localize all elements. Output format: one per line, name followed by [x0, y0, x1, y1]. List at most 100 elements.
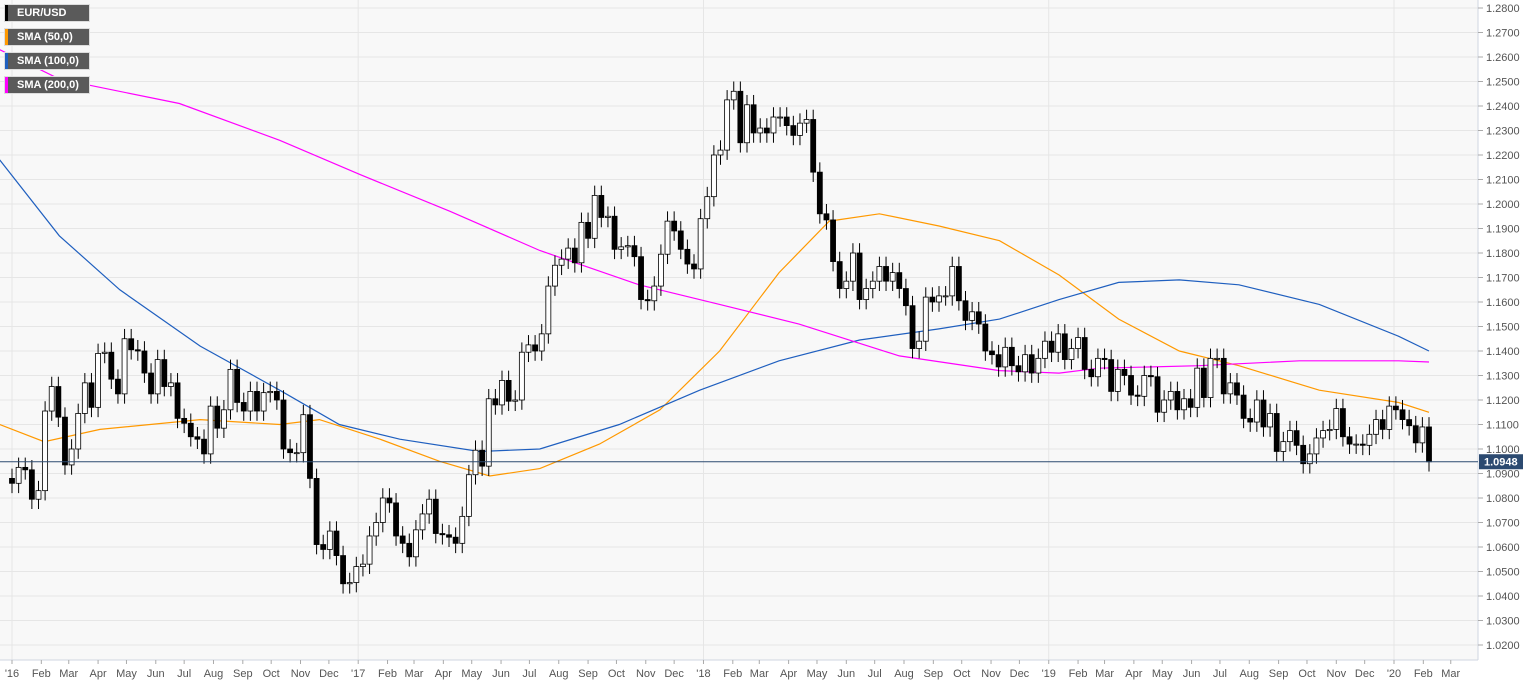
candle-body-up: [697, 218, 704, 270]
candle-body-up: [35, 490, 42, 500]
candle: [1081, 327, 1088, 380]
candle: [1187, 388, 1194, 418]
candle: [1015, 355, 1022, 382]
x-tick-label: Dec: [664, 668, 684, 680]
x-tick-label: Mar: [750, 668, 769, 680]
x-tick-label: May: [1152, 668, 1173, 680]
legend-item-sma100[interactable]: SMA (100,0): [4, 52, 90, 70]
x-tick-label: Jun: [147, 668, 165, 680]
candle: [797, 113, 803, 146]
x-tick-label: '18: [696, 668, 710, 680]
candle-body-up: [68, 448, 75, 466]
candle-body-up: [1326, 428, 1333, 432]
candle-body-down: [108, 351, 115, 380]
candle: [1035, 348, 1042, 383]
x-tick-label: Nov: [1327, 668, 1347, 680]
candle-body-up: [81, 382, 88, 414]
candle: [115, 369, 121, 404]
x-tick-label: Oct: [1298, 668, 1315, 680]
candle: [134, 339, 141, 361]
candle: [326, 521, 333, 560]
x-axis: '16 Feb Mar Apr May Jun Jul Aug Sep Oct Nov Dec '17 F…: [5, 660, 1461, 680]
candle: [1022, 344, 1028, 382]
candle-body-up: [565, 247, 572, 260]
candle-body-down: [1028, 354, 1035, 374]
candle-body-up: [936, 295, 942, 303]
candle-body-down: [638, 256, 644, 300]
x-tick-label: Aug: [1239, 668, 1259, 680]
candle: [485, 388, 492, 476]
candle-body-up: [863, 288, 870, 300]
candle-body-down: [962, 300, 969, 321]
candle-body-down: [810, 119, 817, 173]
candle-body-down: [883, 266, 889, 282]
candle: [379, 488, 386, 533]
x-tick-label: Nov: [291, 668, 311, 680]
candle-body-down: [982, 323, 989, 352]
candle: [611, 206, 618, 260]
candle-body-up: [558, 258, 565, 266]
candle-body-up: [730, 90, 737, 101]
candle: [1055, 324, 1062, 363]
candle-body-down: [1154, 376, 1161, 413]
candle: [154, 349, 161, 404]
candle-body-down: [1426, 426, 1432, 463]
candle-body-down: [1234, 382, 1240, 396]
candle: [1306, 444, 1313, 474]
candle-body-down: [1392, 405, 1399, 411]
candle-body-down: [1081, 337, 1088, 370]
candle-body-up: [366, 535, 373, 565]
candle: [1128, 365, 1134, 405]
candle-body-down: [333, 530, 340, 556]
current-price-label: 1.0948: [1484, 457, 1518, 469]
candle: [234, 359, 241, 413]
candle: [207, 396, 214, 464]
candle-body-down: [1015, 365, 1022, 373]
candle: [730, 81, 737, 110]
candle: [95, 343, 101, 418]
legend-item-sma50[interactable]: SMA (50,0): [4, 28, 90, 46]
legend-item-sma200[interactable]: SMA (200,0): [4, 76, 90, 94]
candle: [737, 81, 744, 153]
candle: [406, 533, 413, 567]
candle-body-up: [154, 359, 161, 395]
candle-body-up: [353, 566, 360, 583]
candle: [1320, 420, 1326, 448]
candle: [770, 107, 777, 143]
y-tick-label: 1.2700: [1486, 28, 1520, 40]
candle: [605, 206, 611, 228]
candle: [876, 256, 883, 291]
candle-body-down: [1379, 419, 1386, 430]
candle: [1253, 390, 1260, 432]
legend-item-eurusd[interactable]: EUR/USD: [4, 4, 90, 22]
candle-body-down: [62, 416, 68, 466]
candle-body-up: [1306, 453, 1313, 465]
x-tick-label: Mar: [1095, 668, 1114, 680]
candle: [744, 94, 750, 153]
candle-body-down: [479, 449, 486, 467]
candle-body-up: [1386, 405, 1393, 430]
candle: [591, 185, 598, 249]
x-tick-label: Oct: [608, 668, 625, 680]
candle: [1313, 428, 1320, 464]
candle: [571, 238, 578, 273]
legend: EUR/USD SMA (50,0) SMA (100,0) SMA (200,…: [4, 4, 90, 100]
candle-body-down: [1128, 375, 1134, 396]
candle-body-up: [1181, 398, 1187, 411]
candle-body-up: [843, 280, 850, 289]
candle: [446, 524, 452, 547]
candle: [651, 276, 658, 311]
candle-body-up: [1253, 399, 1260, 423]
candle-body-down: [856, 252, 863, 300]
x-tick-label: Aug: [549, 668, 569, 680]
candle: [1068, 338, 1075, 370]
y-tick-label: 1.0700: [1486, 518, 1520, 530]
candle-body-up: [1075, 337, 1081, 349]
candle-body-up: [770, 116, 777, 134]
candle-body-up: [850, 252, 856, 282]
x-tick-label: '17: [351, 668, 365, 680]
candle-body-down: [386, 497, 393, 504]
candle-body-down: [55, 386, 62, 418]
candle-body-up: [704, 196, 711, 220]
